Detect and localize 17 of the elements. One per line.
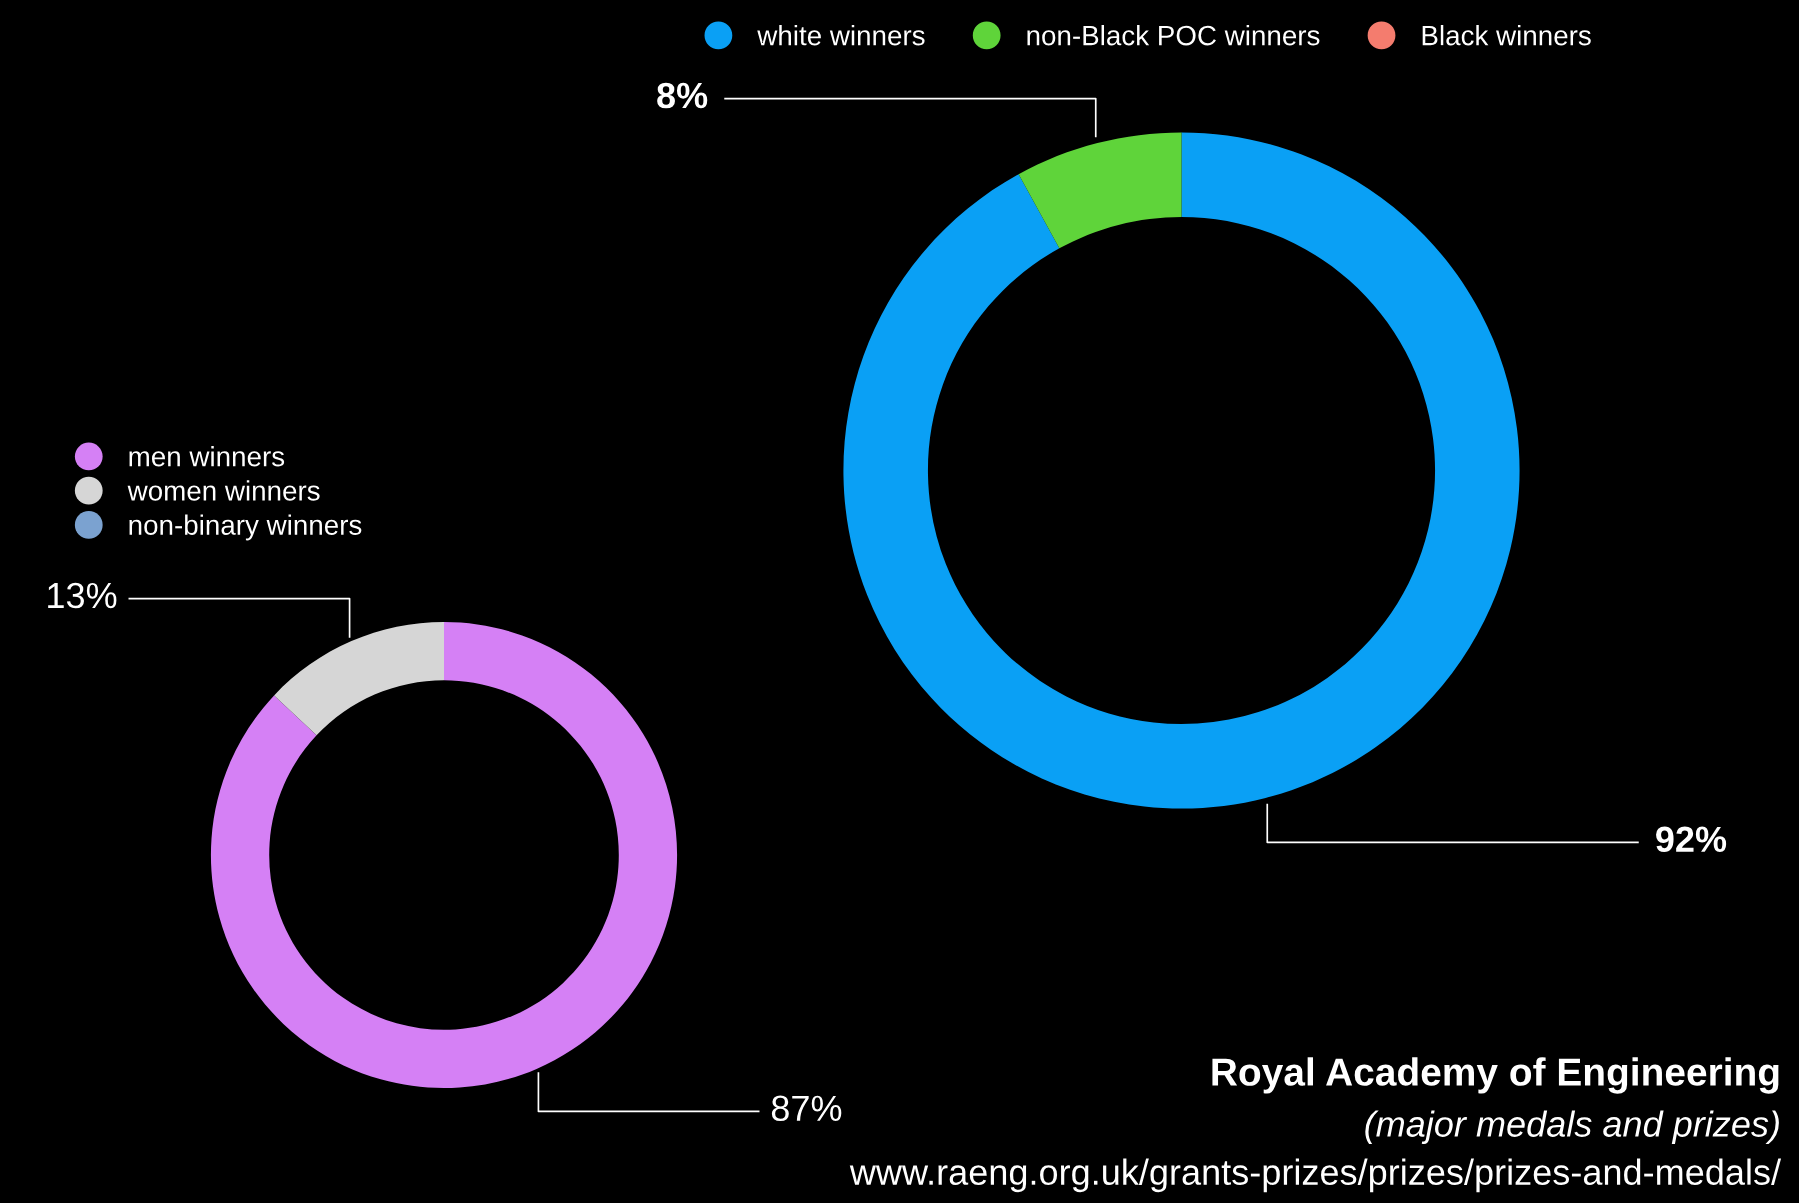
data-label: 8% <box>657 82 708 109</box>
donut-slice <box>1018 132 1182 249</box>
donut-slice <box>843 132 1520 809</box>
data-label: 92% <box>1656 826 1727 853</box>
donut-slice <box>274 621 444 736</box>
text: Royal Academy of Engineering <box>1212 1057 1779 1094</box>
legend-label: non-binary winners <box>129 514 362 541</box>
legend-label: Black winners <box>1422 25 1591 46</box>
data-label: 13% <box>48 582 117 609</box>
data-label: 87% <box>771 1095 842 1122</box>
legend-label: women winners <box>127 480 320 501</box>
text: www.raeng.org.uk/grants-prizes/prizes/prizes-and-medals/ <box>849 1158 1782 1193</box>
donut-slice <box>210 621 678 1089</box>
legend-label: non-Black POC winners <box>1027 25 1320 46</box>
legend-label: men winners <box>129 446 285 467</box>
text: (major medals and prizes) <box>1365 1110 1779 1145</box>
legend-label: white winners <box>757 25 925 46</box>
